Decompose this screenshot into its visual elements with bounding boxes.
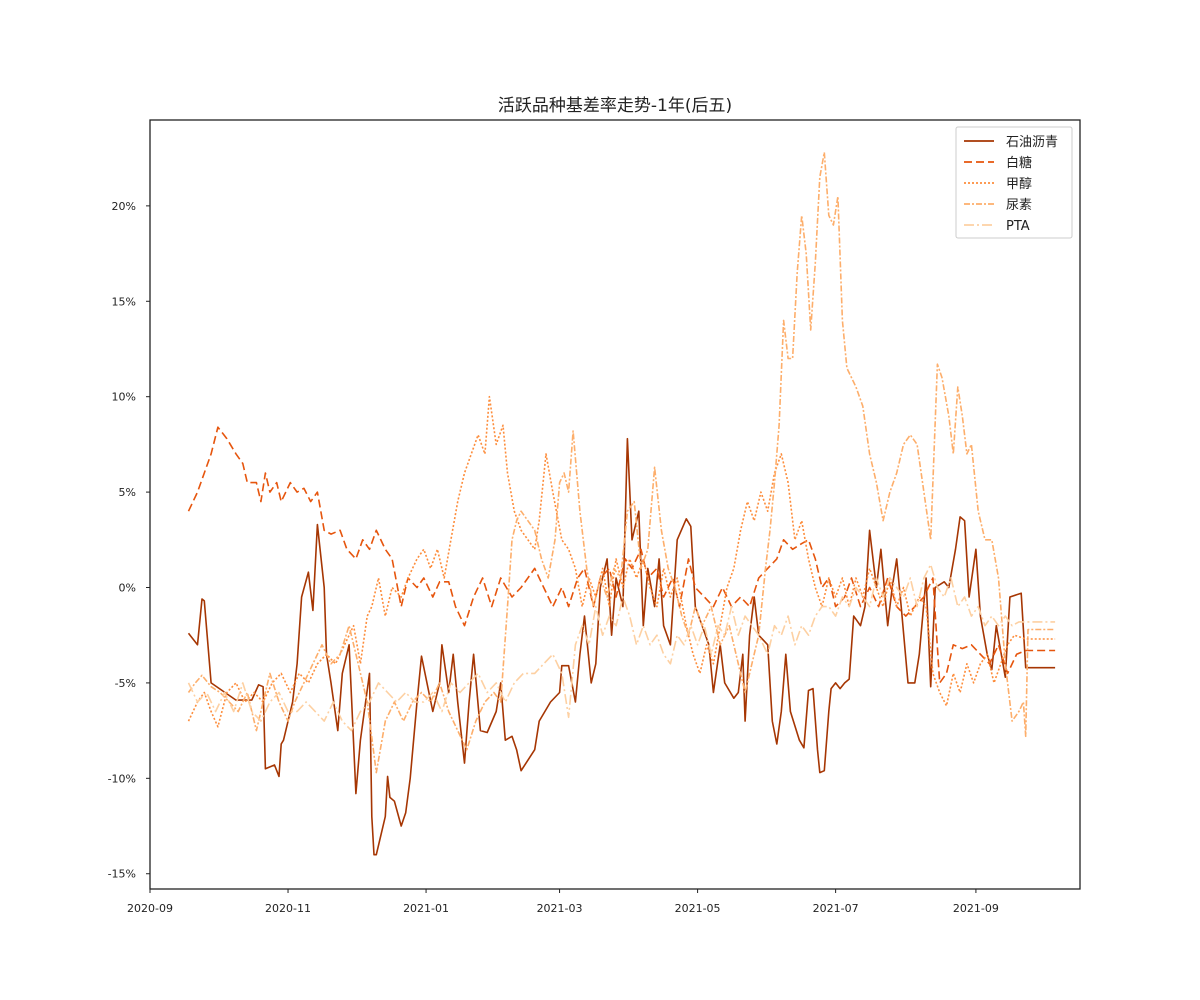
y-axis: -15% -10% -5% 0% 5% 10% 15% 20% (108, 200, 150, 881)
y-tick-label: -15% (108, 868, 136, 881)
series-line-3 (187, 395, 1056, 728)
x-tick-label: 2021-03 (537, 902, 583, 915)
legend-label-1: 石油沥青 (1006, 135, 1058, 150)
y-tick-label: 15% (112, 295, 136, 308)
x-tick-label: 2020-11 (265, 902, 311, 915)
legend-label-3: 甲醇 (1006, 176, 1032, 192)
chart-title: 活跃品种基差率走势-1年(后五) (498, 96, 732, 116)
plot-area-frame (149, 119, 1081, 890)
x-tick-label: 2021-09 (953, 902, 999, 915)
y-tick-label: -5% (115, 677, 136, 690)
series-line-4 (187, 151, 1056, 774)
x-axis: 2020-09 2020-11 2021-01 2021-03 2021-05 2021-… (127, 889, 999, 915)
series-line-5 (187, 563, 1056, 732)
legend-label-2: 白糖 (1006, 155, 1032, 171)
legend-label-5: PTA (1006, 219, 1030, 234)
series-layer (187, 151, 1056, 856)
y-tick-label: 0% (119, 582, 136, 595)
legend-label-4: 尿素 (1006, 198, 1032, 213)
x-tick-label: 2021-05 (675, 902, 721, 915)
y-tick-label: 10% (112, 391, 136, 404)
y-tick-label: -10% (108, 772, 136, 785)
x-tick-label: 2021-01 (403, 902, 449, 915)
series-line-1 (187, 437, 1056, 856)
legend-box (955, 126, 1073, 239)
y-tick-label: 20% (112, 200, 136, 213)
y-tick-label: 5% (119, 486, 136, 499)
x-tick-label: 2021-07 (813, 902, 859, 915)
x-tick-label: 2020-09 (127, 902, 173, 915)
